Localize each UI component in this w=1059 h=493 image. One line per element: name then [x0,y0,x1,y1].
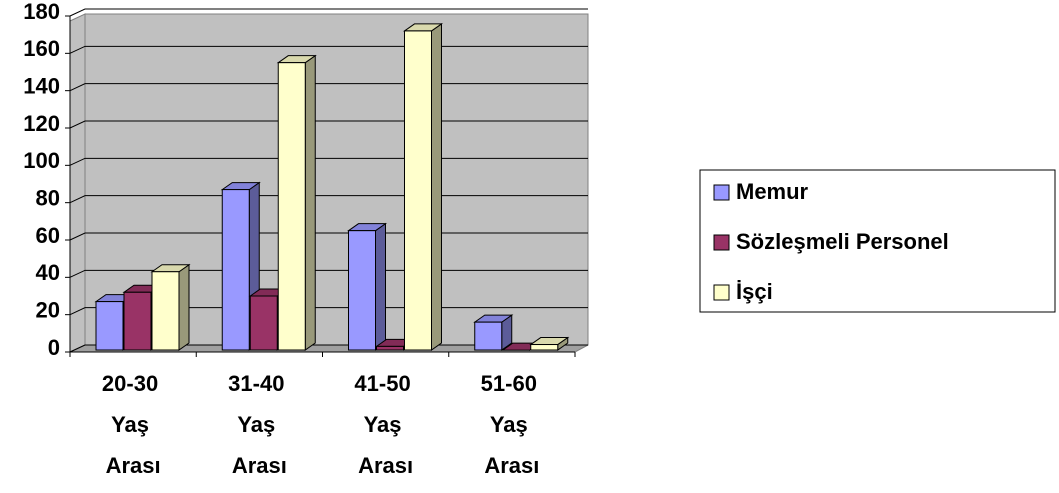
bar-front [151,271,180,351]
y-tick-label: 180 [23,0,60,24]
bar [150,263,191,351]
bar [473,314,514,351]
bar-front [530,344,559,351]
y-tick-label: 20 [36,297,60,322]
bar-front [95,301,124,351]
legend-label: Sözleşmeli Personel [736,229,949,254]
bar-front [123,291,152,351]
bar [402,22,444,351]
bar [346,222,388,351]
bar-front [249,295,278,351]
x-tick-label: 51-60 Yaş Arası [481,371,543,478]
legend-swatch [713,184,730,201]
bar-front [348,230,376,351]
bar-side [375,222,386,351]
x-tick-label: 41-50 Yaş Arası [354,371,416,478]
bar-front [376,345,404,351]
y-tick-label: 100 [23,148,60,173]
grid-line [69,8,588,17]
y-tick-label: 80 [36,185,60,210]
legend-swatch [713,284,730,301]
bar-side [431,22,442,351]
bar-front [221,189,250,351]
bar-side [304,54,316,351]
x-tick-label: 31-40 Yaş Arası [228,371,290,478]
legend [699,169,1056,313]
bar-front [404,30,432,351]
legend-label: İşçi [736,279,773,304]
y-tick-label: 0 [48,335,60,360]
y-tick-label: 140 [23,73,60,98]
y-tick-label: 120 [23,111,60,136]
bar [529,336,570,351]
bar [276,54,317,351]
side-wall [69,13,86,353]
y-tick-label: 40 [36,260,60,285]
bar-side [178,263,190,351]
x-tick-label: 20-30 Yaş Arası [102,371,164,478]
legend-swatch [713,234,730,251]
y-tick-label: 160 [23,36,60,61]
y-tick-label: 60 [36,223,60,248]
bar-front [277,62,306,351]
bar-front [474,321,503,351]
legend-label: Memur [736,179,809,204]
